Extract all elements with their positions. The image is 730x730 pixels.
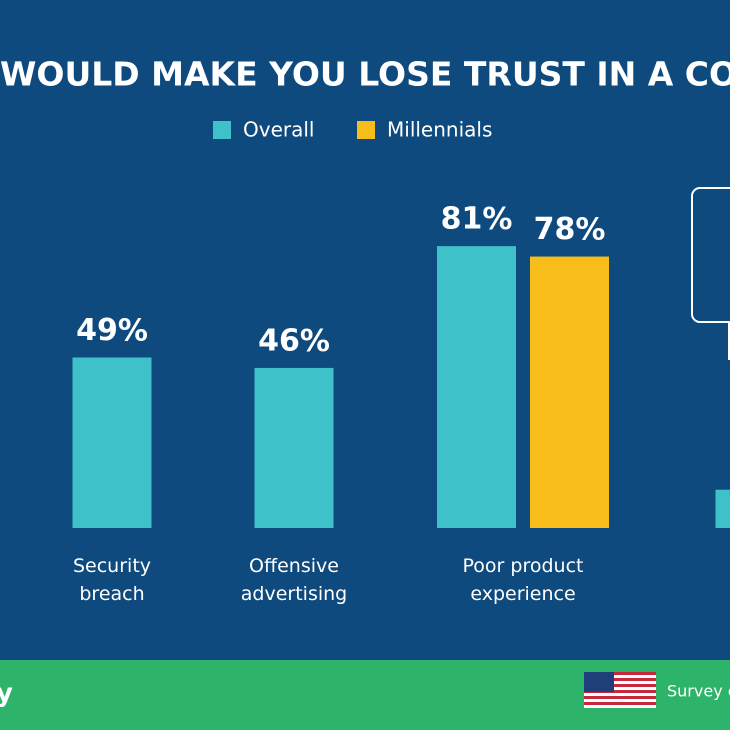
legend-label: Overall — [243, 118, 314, 142]
footer-note: Survey c — [667, 682, 730, 701]
data-label: 81% — [441, 202, 513, 237]
bar — [254, 367, 334, 528]
data-label: 46% — [258, 323, 330, 358]
x-tick-label: r — [0, 552, 25, 580]
legend-swatch — [357, 121, 375, 139]
bar — [72, 357, 152, 528]
x-tick-label: Poor product experience — [462, 555, 584, 605]
bar — [530, 256, 609, 528]
footer-logo: y — [0, 679, 13, 709]
bar — [715, 489, 730, 528]
x-tick-label: Security breach — [72, 555, 152, 605]
us-flag — [584, 672, 656, 708]
data-label: 49% — [76, 313, 148, 348]
data-label: 78% — [534, 212, 606, 247]
x-tick-label: Offensive advertising — [240, 555, 348, 605]
x-tick-label: La — [690, 552, 730, 580]
legend-swatch — [213, 121, 231, 139]
callout-box — [691, 187, 730, 323]
legend-label: Millennials — [387, 118, 492, 142]
chart-title: WOULD MAKE YOU LOSE TRUST IN A CON — [0, 55, 730, 94]
bar — [437, 246, 516, 528]
